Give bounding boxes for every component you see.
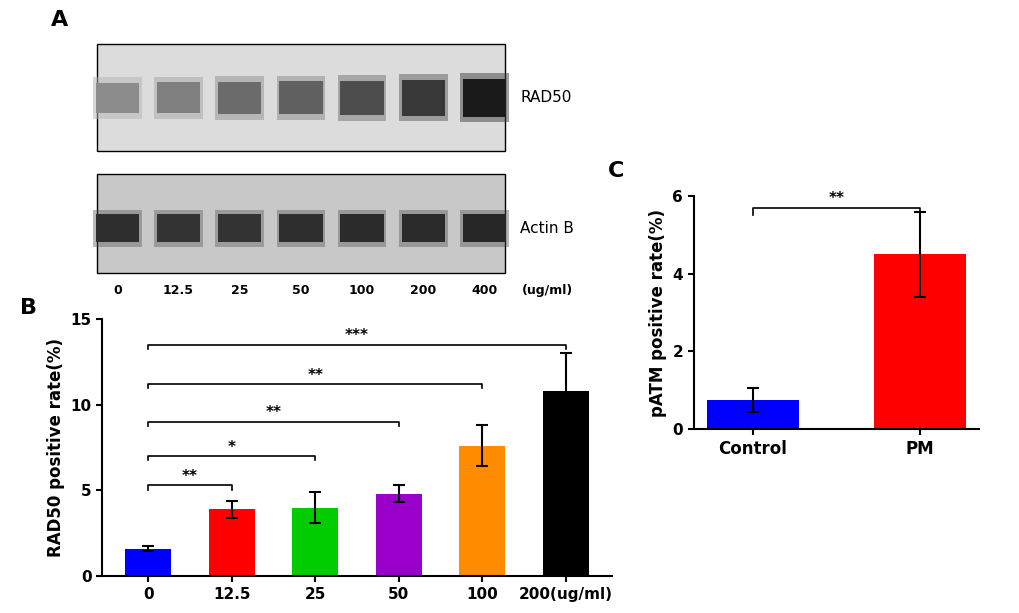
Text: Actin B: Actin B: [520, 221, 574, 236]
Bar: [337, 210, 386, 246]
Bar: [706, 400, 798, 429]
Bar: [209, 509, 255, 576]
Y-axis label: pATM positive rate(%): pATM positive rate(%): [648, 208, 666, 417]
Bar: [154, 210, 203, 246]
Bar: [542, 391, 588, 576]
Text: 0: 0: [113, 284, 121, 297]
Bar: [279, 214, 322, 242]
Bar: [157, 214, 200, 242]
Bar: [154, 77, 203, 119]
Bar: [375, 494, 421, 576]
Text: 50: 50: [291, 284, 310, 297]
Text: RAD50: RAD50: [520, 90, 571, 105]
Text: ***: ***: [344, 328, 369, 343]
Bar: [459, 446, 504, 576]
Bar: [279, 82, 322, 115]
Bar: [463, 79, 505, 116]
Bar: [340, 214, 383, 242]
Text: **: **: [827, 191, 844, 206]
Bar: [292, 508, 338, 576]
Bar: [276, 210, 325, 246]
Text: 200: 200: [410, 284, 436, 297]
Bar: [97, 174, 504, 273]
Text: B: B: [20, 298, 38, 318]
Bar: [873, 254, 965, 429]
Bar: [218, 214, 261, 242]
Bar: [340, 81, 383, 115]
Text: *: *: [227, 440, 235, 455]
Bar: [276, 75, 325, 120]
Bar: [398, 210, 447, 246]
Bar: [401, 80, 444, 116]
Bar: [96, 83, 139, 113]
Bar: [215, 210, 264, 246]
Bar: [463, 214, 505, 242]
Bar: [97, 44, 504, 151]
Bar: [93, 210, 142, 246]
Text: 12.5: 12.5: [163, 284, 194, 297]
Bar: [401, 214, 444, 242]
Bar: [96, 214, 139, 242]
Text: 400: 400: [471, 284, 497, 297]
Text: (ug/ml): (ug/ml): [521, 284, 572, 297]
Text: C: C: [607, 161, 624, 181]
Text: A: A: [51, 10, 68, 31]
Bar: [157, 82, 200, 113]
Text: **: **: [265, 405, 281, 421]
Bar: [460, 74, 508, 123]
Text: **: **: [307, 368, 323, 383]
Text: 100: 100: [348, 284, 375, 297]
Bar: [125, 549, 171, 576]
Bar: [460, 210, 508, 246]
Bar: [93, 77, 142, 118]
Bar: [215, 76, 264, 120]
Bar: [337, 75, 386, 121]
Bar: [218, 82, 261, 114]
Text: **: **: [181, 469, 198, 484]
Y-axis label: RAD50 positive rate(%): RAD50 positive rate(%): [47, 338, 65, 557]
Text: 25: 25: [230, 284, 249, 297]
Bar: [398, 74, 447, 121]
